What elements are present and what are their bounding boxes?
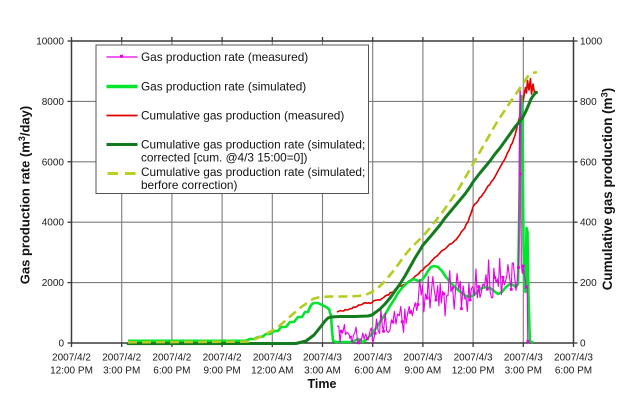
svg-text:Time: Time [308, 377, 337, 391]
svg-text:6:00 PM: 6:00 PM [153, 366, 190, 377]
svg-text:Cumulative gas production rate: Cumulative gas production rate (simulate… [141, 138, 365, 152]
svg-text:Gas production rate (simulated: Gas production rate (simulated) [141, 80, 306, 94]
svg-text:2007/4/2: 2007/4/2 [102, 353, 141, 364]
svg-text:2007/4/3: 2007/4/3 [504, 353, 543, 364]
svg-text:600: 600 [580, 157, 597, 168]
svg-text:Cumulative gas production (mea: Cumulative gas production (measured) [141, 109, 344, 123]
svg-text:1000: 1000 [580, 37, 603, 48]
svg-text:Cumulative gas production rate: Cumulative gas production rate (simulate… [141, 165, 365, 179]
svg-text:9:00 AM: 9:00 AM [405, 366, 442, 377]
svg-text:6:00 PM: 6:00 PM [555, 366, 592, 377]
svg-text:12:00 AM: 12:00 AM [251, 366, 293, 377]
svg-text:8000: 8000 [42, 97, 65, 108]
svg-text:2007/4/3: 2007/4/3 [554, 353, 593, 364]
svg-text:Gas production rate (m3/day): Gas production rate (m3/day) [17, 106, 33, 284]
svg-text:2007/4/2: 2007/4/2 [152, 353, 191, 364]
svg-text:Cumulative gas production (m3): Cumulative gas production (m3) [600, 88, 616, 290]
svg-text:12:00 PM: 12:00 PM [452, 366, 495, 377]
svg-text:9:00 PM: 9:00 PM [203, 366, 240, 377]
svg-text:6000: 6000 [42, 157, 65, 168]
svg-text:6:00 AM: 6:00 AM [354, 366, 391, 377]
svg-text:berfore correction): berfore correction) [141, 178, 237, 192]
svg-text:0: 0 [58, 339, 64, 350]
svg-text:200: 200 [580, 278, 597, 289]
svg-text:2007/4/2: 2007/4/2 [203, 353, 242, 364]
svg-text:400: 400 [580, 218, 597, 229]
svg-text:2007/4/3: 2007/4/3 [303, 353, 342, 364]
svg-text:Gas production rate (measured): Gas production rate (measured) [141, 50, 308, 64]
svg-text:3:00 PM: 3:00 PM [505, 366, 542, 377]
svg-text:2007/4/2: 2007/4/2 [52, 353, 91, 364]
svg-text:2000: 2000 [42, 278, 65, 289]
svg-text:3:00 AM: 3:00 AM [304, 366, 341, 377]
svg-text:3:00 PM: 3:00 PM [103, 366, 140, 377]
svg-text:corrected [cum. @4/3 15:00=0]): corrected [cum. @4/3 15:00=0]) [141, 151, 307, 165]
svg-text:2007/4/3: 2007/4/3 [403, 353, 442, 364]
svg-text:2007/4/3: 2007/4/3 [253, 353, 292, 364]
svg-text:0: 0 [580, 339, 586, 350]
svg-text:4000: 4000 [42, 218, 65, 229]
svg-text:800: 800 [580, 97, 597, 108]
svg-text:2007/4/3: 2007/4/3 [353, 353, 392, 364]
svg-text:10000: 10000 [36, 37, 64, 48]
svg-text:12:00 PM: 12:00 PM [50, 366, 93, 377]
svg-text:2007/4/3: 2007/4/3 [454, 353, 493, 364]
